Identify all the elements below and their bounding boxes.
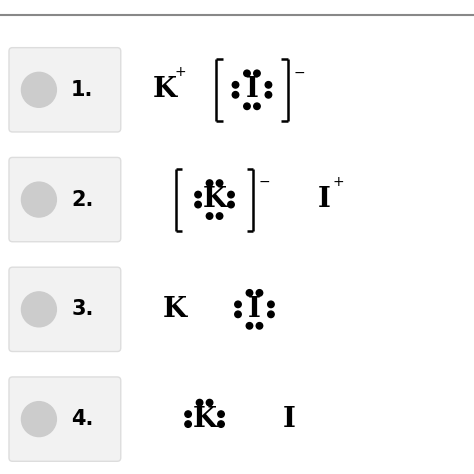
- FancyBboxPatch shape: [9, 157, 121, 242]
- Circle shape: [246, 323, 253, 329]
- Circle shape: [196, 400, 203, 406]
- Circle shape: [206, 180, 213, 186]
- Text: K: K: [163, 296, 187, 323]
- FancyBboxPatch shape: [9, 267, 121, 352]
- Circle shape: [235, 301, 241, 308]
- Text: I: I: [246, 76, 258, 103]
- Text: I: I: [248, 296, 261, 323]
- Circle shape: [254, 70, 260, 77]
- Text: 3.: 3.: [71, 300, 93, 319]
- Circle shape: [206, 400, 213, 406]
- Circle shape: [232, 91, 239, 98]
- Circle shape: [216, 213, 223, 219]
- Circle shape: [195, 191, 201, 198]
- Text: K: K: [192, 406, 217, 433]
- Text: 2.: 2.: [71, 190, 93, 210]
- Circle shape: [265, 91, 272, 98]
- Text: 1.: 1.: [71, 80, 93, 100]
- Circle shape: [244, 103, 250, 109]
- Circle shape: [246, 290, 253, 296]
- FancyBboxPatch shape: [9, 48, 121, 132]
- Circle shape: [218, 411, 224, 418]
- Text: −: −: [293, 65, 305, 79]
- Circle shape: [21, 182, 56, 217]
- Circle shape: [268, 301, 274, 308]
- Circle shape: [185, 421, 191, 428]
- Text: 4.: 4.: [71, 409, 93, 429]
- Circle shape: [254, 103, 260, 109]
- Circle shape: [244, 70, 250, 77]
- Circle shape: [228, 201, 234, 208]
- Text: +: +: [175, 65, 186, 79]
- Circle shape: [195, 201, 201, 208]
- Circle shape: [228, 191, 234, 198]
- Circle shape: [256, 323, 263, 329]
- Circle shape: [232, 82, 239, 88]
- Circle shape: [21, 292, 56, 327]
- Text: I: I: [318, 186, 331, 213]
- Circle shape: [21, 73, 56, 107]
- Text: K: K: [153, 76, 177, 103]
- Text: I: I: [283, 406, 296, 433]
- Circle shape: [216, 180, 223, 186]
- Text: +: +: [332, 175, 344, 189]
- Circle shape: [21, 401, 56, 437]
- Text: −: −: [259, 175, 270, 189]
- Text: K: K: [202, 186, 227, 213]
- Circle shape: [256, 290, 263, 296]
- Circle shape: [265, 82, 272, 88]
- Circle shape: [218, 421, 224, 428]
- Circle shape: [268, 311, 274, 318]
- FancyBboxPatch shape: [9, 377, 121, 461]
- Circle shape: [235, 311, 241, 318]
- Circle shape: [185, 411, 191, 418]
- Circle shape: [206, 213, 213, 219]
